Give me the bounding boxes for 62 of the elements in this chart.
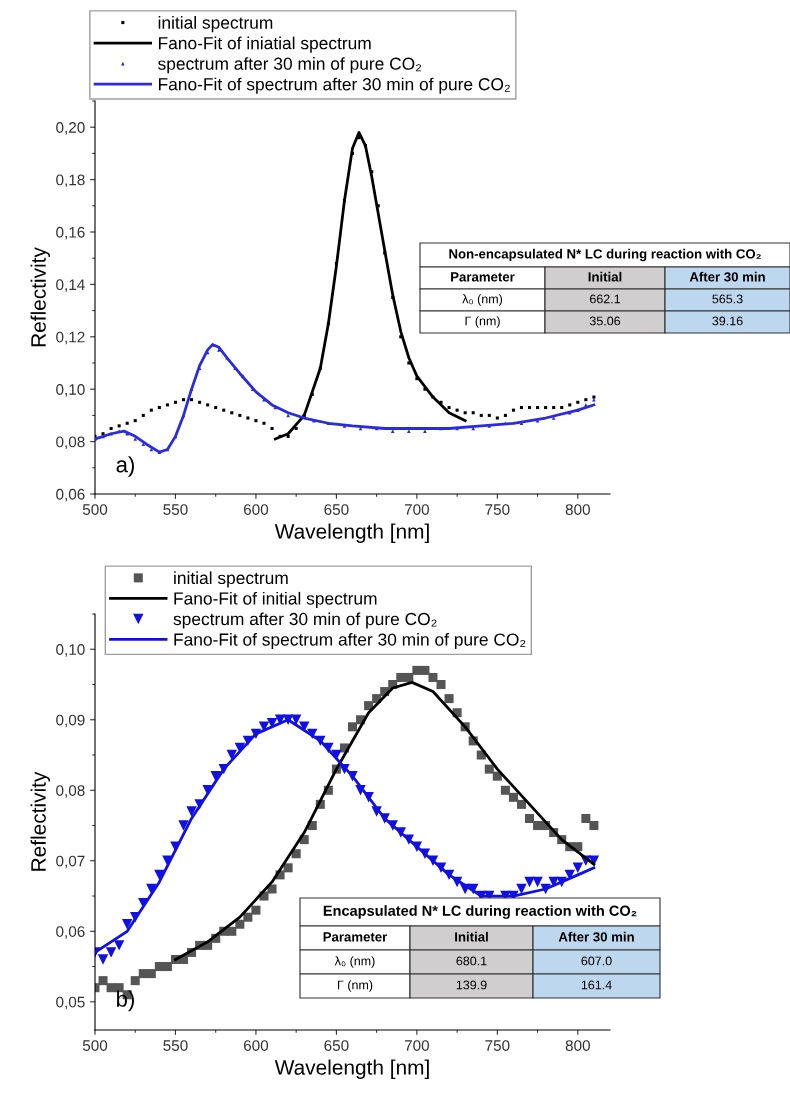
x-tick-label: 650 — [324, 504, 349, 515]
x-tick-label: 800 — [565, 504, 590, 515]
annotation: Encapsulated N* LC during reaction with CO₂ — [323, 905, 637, 919]
x-tick-label: 600 — [243, 504, 269, 515]
x-tick-label: 500 — [82, 504, 108, 515]
x-tick-label: 700 — [404, 504, 430, 515]
legend-label: spectrum after 30 min of pure CO₂ — [158, 57, 422, 74]
y-tick-label: 0,12 — [56, 331, 85, 345]
x-tick-label: 550 — [163, 1040, 188, 1051]
text: After 30 min — [689, 271, 765, 282]
y-tick-label: 0,20 — [56, 122, 85, 135]
x-tick-label: 650 — [324, 1040, 349, 1051]
x-tick-label: 800 — [565, 1040, 590, 1051]
y-tick-label: 0,06 — [56, 488, 85, 502]
annotation: Parameter — [323, 932, 388, 942]
x-tick-label: 700 — [404, 1040, 430, 1051]
y-tick-label: 0,05 — [56, 996, 85, 1010]
legend-label: Fano-Fit of spectrum after 30 min of pure CO₂ — [174, 632, 526, 650]
annotation: λ₀ (nm) — [462, 294, 503, 306]
annotation: Γ (nm) — [338, 980, 373, 992]
y-axis-title: Reflectivity — [30, 771, 50, 871]
annotation: Non-encapsulated N* LC during reaction with CO₂ — [449, 248, 761, 262]
legend-label: initial spectrum — [158, 16, 273, 33]
annotation: Initial — [588, 271, 622, 282]
annotation: 35.06 — [589, 316, 621, 326]
y-tick-label: 0,18 — [56, 174, 85, 188]
y-tick-label: 0,09 — [56, 714, 85, 728]
x-axis-title: Wavelength [nm] — [274, 523, 429, 543]
legend-label: Fano-Fit of spectrum after 30 min of pure CO₂ — [158, 77, 510, 94]
legend-label: initial spectrum — [174, 571, 288, 588]
y-tick-label: 0,08 — [56, 436, 85, 450]
text: 39.16 — [712, 316, 743, 326]
y-tick-label: 0,10 — [56, 644, 85, 657]
y-axis-title: Reflectivity — [30, 247, 50, 347]
text: 565.3 — [712, 294, 743, 304]
y-tick-label: 0,08 — [56, 785, 85, 798]
annotation: 161.4 — [581, 980, 612, 990]
x-tick-label: 600 — [243, 1040, 269, 1051]
x-tick-label: 750 — [485, 504, 510, 515]
x-tick-label: 550 — [163, 504, 188, 515]
legend-label: Fano-Fit of initial spectrum — [174, 591, 377, 609]
annotation: Initial — [455, 931, 488, 942]
x-axis-title: Wavelength [nm] — [274, 1059, 429, 1079]
x-tick-label: 750 — [485, 1040, 510, 1051]
annotation: Parameter — [451, 272, 515, 282]
annotation: 607.0 — [581, 956, 612, 966]
annotation: b) — [117, 990, 134, 1012]
y-tick-label: 0,14 — [56, 279, 85, 292]
y-tick-label: 0,10 — [56, 384, 85, 397]
y-tick-label: 0,16 — [56, 226, 85, 240]
annotation: a) — [116, 456, 134, 477]
x-tick-label: 500 — [82, 1040, 108, 1051]
annotation: λ₀ (nm) — [334, 956, 375, 968]
legend-label: Fano-Fit of iniatial spectrum — [158, 36, 371, 53]
annotation: After 30 min — [558, 931, 634, 942]
annotation: 139.9 — [456, 980, 487, 990]
annotation: Γ (nm) — [465, 316, 500, 328]
annotation: 662.1 — [590, 294, 621, 304]
annotation: 680.1 — [456, 956, 487, 966]
y-tick-label: 0,06 — [56, 926, 85, 939]
legend-label: spectrum after 30 min of pure CO₂ — [173, 612, 437, 629]
y-tick-label: 0,07 — [56, 855, 85, 869]
